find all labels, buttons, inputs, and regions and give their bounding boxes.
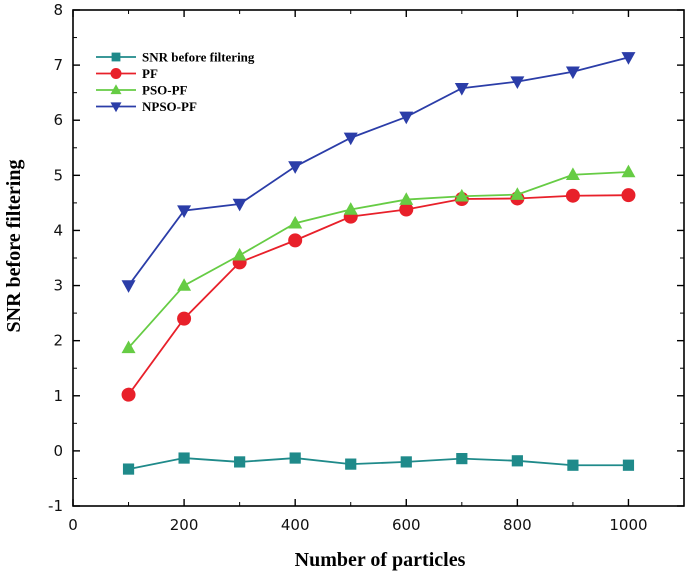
- legend-label: PSO-PF: [142, 83, 188, 98]
- data-point-pf: [399, 202, 414, 217]
- x-tick-label: 0: [68, 516, 78, 534]
- data-point-snr-before-filtering: [511, 455, 523, 467]
- data-point-npso-pf: [510, 76, 525, 89]
- y-axis-title: SNR before filtering: [3, 160, 25, 333]
- x-tick-label: 600: [392, 516, 421, 534]
- data-point-pso-pf: [121, 340, 136, 354]
- series-line-snr-before-filtering: [128, 457, 629, 470]
- y-tick-label: 3: [53, 277, 63, 295]
- data-point-snr-before-filtering: [289, 452, 301, 464]
- chart-marks: -1 0 1 2 3 4 5 6 7 8 0 200 400 600 800 1000: [48, 1, 685, 534]
- data-point-snr-before-filtering: [456, 453, 468, 465]
- series-line-pf: [127, 194, 629, 396]
- y-tick-label: 8: [53, 1, 63, 19]
- data-point-snr-before-filtering: [178, 452, 190, 464]
- legend-marker: [111, 52, 121, 62]
- data-point-pso-pf: [399, 192, 414, 205]
- x-axis-title: Number of particles: [295, 549, 466, 571]
- y-tick-label: 4: [53, 221, 63, 239]
- data-point-npso-pf: [177, 205, 192, 218]
- data-point-pso-pf: [288, 215, 303, 229]
- y-tick-label: 6: [53, 111, 63, 129]
- y-tick-label: 1: [53, 387, 63, 405]
- data-point-pf: [288, 233, 303, 248]
- data-point-snr-before-filtering: [234, 456, 246, 468]
- series-line-npso-pf: [127, 56, 629, 287]
- legend-label: PF: [142, 66, 158, 81]
- x-tick-label: 400: [281, 516, 310, 534]
- data-point-npso-pf: [399, 111, 414, 125]
- legend-label: NPSO-PF: [142, 99, 197, 114]
- data-point-npso-pf: [288, 161, 303, 174]
- data-point-snr-before-filtering: [400, 456, 412, 468]
- data-point-snr-before-filtering: [567, 459, 579, 471]
- legend-marker: [110, 84, 122, 95]
- data-point-pso-pf: [565, 167, 580, 181]
- x-tick-label: 1000: [609, 516, 647, 534]
- data-point-pf: [177, 311, 192, 326]
- data-point-snr-before-filtering: [345, 458, 357, 470]
- data-point-npso-pf: [232, 198, 247, 212]
- y-tick-label: 2: [53, 332, 63, 350]
- data-point-pf: [565, 188, 580, 203]
- data-point-npso-pf: [454, 83, 469, 96]
- x-tick-label: 800: [503, 516, 532, 534]
- data-point-pso-pf: [343, 202, 358, 215]
- y-tick-label: 7: [53, 56, 63, 74]
- data-point-npso-pf: [343, 132, 358, 146]
- legend-label: SNR before filtering: [142, 50, 255, 65]
- data-point-npso-pf: [621, 52, 636, 65]
- data-point-npso-pf: [565, 66, 580, 80]
- data-point-pf: [621, 188, 636, 203]
- data-point-pso-pf: [177, 278, 192, 291]
- data-point-pso-pf: [232, 247, 247, 261]
- data-point-snr-before-filtering: [122, 463, 135, 475]
- data-point-pso-pf: [621, 164, 636, 178]
- y-tick-label: -1: [48, 497, 63, 515]
- series-line-pso-pf: [127, 171, 629, 349]
- legend-marker: [110, 102, 122, 113]
- data-point-pf: [121, 387, 136, 402]
- x-tick-label: 200: [170, 516, 199, 534]
- data-point-npso-pf: [121, 280, 136, 293]
- data-point-pso-pf: [510, 187, 525, 200]
- legend-marker: [110, 68, 122, 79]
- data-point-pso-pf: [454, 188, 469, 202]
- y-tick-label: 5: [53, 166, 63, 184]
- data-point-snr-before-filtering: [622, 459, 635, 471]
- y-tick-label: 0: [53, 442, 63, 460]
